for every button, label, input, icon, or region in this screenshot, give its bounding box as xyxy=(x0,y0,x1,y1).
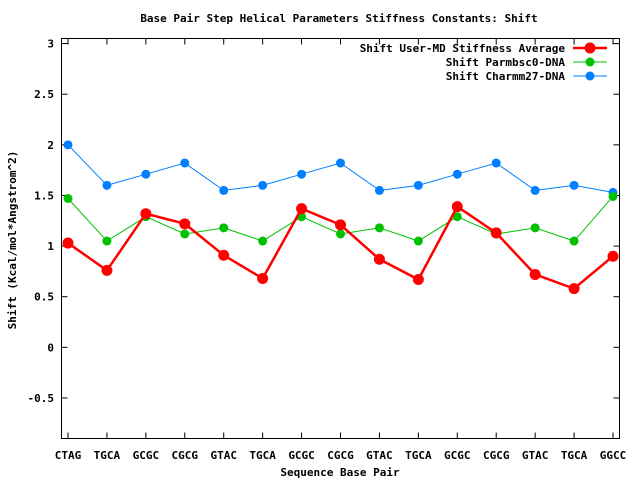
axis-ticks: -0.5 0 0.5 1 1.5 2 2.5 3 CTAG TGCA GCGC CGCG GTAC TGC… xyxy=(28,38,627,462)
x-tick-label: CGCG xyxy=(327,449,354,462)
data-point xyxy=(63,140,73,150)
series-line xyxy=(67,144,614,193)
data-point xyxy=(374,223,384,233)
x-tick-label: CGCG xyxy=(172,449,199,462)
x-tick-label: TGCA xyxy=(405,449,432,462)
y-tick-label: -0.5 xyxy=(28,392,55,405)
data-point xyxy=(257,273,269,284)
x-tick-label: GGCC xyxy=(600,449,627,462)
data-point xyxy=(336,229,345,239)
data-point xyxy=(141,169,151,179)
y-tick-label: 2.5 xyxy=(34,88,54,101)
data-point xyxy=(529,268,541,280)
data-point xyxy=(219,223,229,233)
x-tick-label: GCGC xyxy=(444,449,471,462)
data-point xyxy=(413,236,423,246)
series-1 xyxy=(62,201,619,295)
data-point xyxy=(258,180,268,190)
data-point xyxy=(180,158,190,168)
data-point xyxy=(491,158,501,168)
data-point xyxy=(374,185,384,195)
x-axis-label: Sequence Base Pair xyxy=(280,466,400,479)
data-point xyxy=(219,185,229,195)
data-point xyxy=(607,250,619,262)
legend-marker xyxy=(584,42,596,54)
legend-label: Shift Parmbsc0-DNA xyxy=(446,56,566,69)
x-tick-label: GTAC xyxy=(210,449,237,462)
data-point xyxy=(102,180,112,190)
x-tick-label: GCGC xyxy=(133,449,160,462)
chart-title: Base Pair Step Helical Parameters Stiffn… xyxy=(140,12,537,25)
plot-frame xyxy=(61,38,620,439)
y-tick-label: 0.5 xyxy=(34,291,54,304)
x-tick-label: TGCA xyxy=(249,449,276,462)
x-tick-label: GTAC xyxy=(366,449,393,462)
legend-marker xyxy=(585,71,595,81)
x-tick-label: TGCA xyxy=(94,449,121,462)
y-tick-label: 3 xyxy=(47,38,54,51)
data-point xyxy=(530,223,540,233)
y-tick-label: 1.5 xyxy=(34,189,54,202)
data-point xyxy=(179,218,191,230)
x-tick-label: TGCA xyxy=(561,449,588,462)
data-point xyxy=(413,180,423,190)
data-point xyxy=(62,237,74,249)
data-point xyxy=(451,201,463,213)
data-point xyxy=(140,208,152,220)
x-tick-label: CGCG xyxy=(483,449,510,462)
legend-marker xyxy=(585,57,595,67)
data-point xyxy=(569,180,579,190)
data-point xyxy=(412,274,424,286)
data-point xyxy=(335,219,346,231)
data-point xyxy=(218,249,230,261)
y-tick-label: 1 xyxy=(47,240,54,253)
y-tick-label: 0 xyxy=(47,341,54,354)
data-point xyxy=(568,283,580,295)
data-point xyxy=(373,253,385,265)
legend-label: Shift Charmm27-DNA xyxy=(446,70,566,83)
y-tick-label: 2 xyxy=(47,139,54,152)
series-3 xyxy=(63,140,618,197)
y-axis-label: Shift (Kcal/mol*Angstrom^2) xyxy=(6,151,19,330)
data-point xyxy=(490,227,502,239)
data-point xyxy=(101,264,113,276)
data-point xyxy=(336,158,345,168)
data-point xyxy=(180,229,190,239)
data-point xyxy=(297,169,307,179)
series-group xyxy=(62,140,619,295)
x-tick-label: CTAG xyxy=(55,449,82,462)
data-point xyxy=(569,236,579,246)
legend-label: Shift User-MD Stiffness Average xyxy=(360,42,566,55)
x-tick-label: GCGC xyxy=(288,449,315,462)
x-tick-label: GTAC xyxy=(522,449,549,462)
data-point xyxy=(63,194,73,203)
data-point xyxy=(102,236,112,246)
data-point xyxy=(258,236,268,246)
data-point xyxy=(452,212,462,222)
data-point xyxy=(452,169,462,179)
data-point xyxy=(608,191,618,201)
data-point xyxy=(296,203,308,215)
data-point xyxy=(530,185,540,195)
